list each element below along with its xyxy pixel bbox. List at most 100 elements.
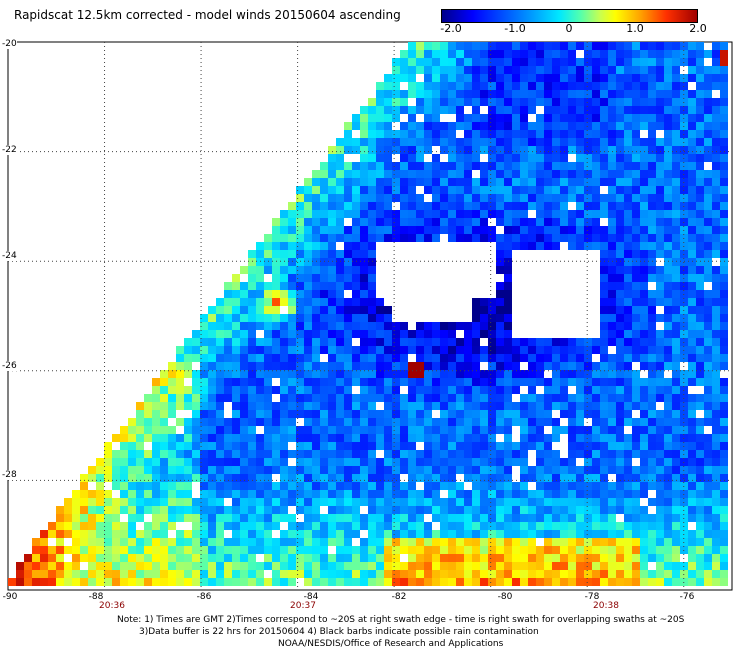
wind-cell xyxy=(336,570,344,578)
wind-cell xyxy=(296,370,304,378)
wind-cell xyxy=(536,122,544,130)
wind-cell xyxy=(216,314,224,322)
wind-cell xyxy=(328,450,336,458)
wind-cell xyxy=(376,434,384,442)
wind-cell xyxy=(552,234,560,242)
wind-cell xyxy=(496,282,504,290)
wind-cell xyxy=(312,378,320,386)
wind-cell xyxy=(144,474,152,482)
wind-cell xyxy=(304,578,312,586)
wind-cell xyxy=(720,506,728,514)
wind-cell xyxy=(344,378,352,386)
wind-cell xyxy=(616,178,624,186)
wind-cell xyxy=(688,154,696,162)
wind-cell xyxy=(224,522,232,530)
wind-cell xyxy=(664,322,672,330)
wind-cell xyxy=(200,410,208,418)
wind-cell xyxy=(632,42,640,50)
wind-cell xyxy=(272,434,280,442)
wind-cell xyxy=(640,482,648,490)
wind-cell xyxy=(480,546,488,554)
wind-cell xyxy=(616,458,624,466)
wind-cell xyxy=(240,338,248,346)
wind-cell xyxy=(344,210,352,218)
wind-cell xyxy=(560,514,568,522)
wind-cell xyxy=(504,162,512,170)
wind-cell xyxy=(568,458,576,466)
wind-cell xyxy=(640,74,648,82)
wind-cell xyxy=(536,146,544,154)
wind-cell xyxy=(304,226,312,234)
wind-cell xyxy=(608,298,616,306)
wind-cell xyxy=(224,322,232,330)
wind-cell xyxy=(320,338,328,346)
wind-cell xyxy=(640,218,648,226)
wind-cell xyxy=(168,570,176,578)
wind-cell xyxy=(224,370,232,378)
wind-cell xyxy=(368,234,376,242)
wind-cell xyxy=(600,370,608,378)
wind-cell xyxy=(72,554,80,562)
wind-cell xyxy=(448,474,456,482)
wind-cell xyxy=(240,330,248,338)
wind-cell xyxy=(376,394,384,402)
wind-cell xyxy=(288,266,296,274)
wind-cell xyxy=(576,474,584,482)
wind-cell xyxy=(368,250,376,258)
wind-cell xyxy=(448,570,456,578)
wind-cell xyxy=(208,410,216,418)
wind-cell xyxy=(176,578,184,586)
wind-cell xyxy=(272,250,280,258)
colorbar-tick-min: -2.0 xyxy=(440,22,462,35)
wind-cell xyxy=(536,474,544,482)
wind-cell xyxy=(688,146,696,154)
wind-cell xyxy=(656,290,664,298)
wind-cell xyxy=(648,194,656,202)
wind-cell xyxy=(136,546,144,554)
wind-cell xyxy=(536,442,544,450)
wind-cell xyxy=(248,354,256,362)
wind-cell xyxy=(672,354,680,362)
wind-cell xyxy=(624,530,632,538)
wind-cell xyxy=(456,338,464,346)
wind-cell xyxy=(376,410,384,418)
wind-cell xyxy=(608,506,616,514)
wind-cell xyxy=(632,250,640,258)
wind-cell xyxy=(384,90,392,98)
wind-cell xyxy=(488,106,496,114)
wind-cell xyxy=(512,354,520,362)
wind-cell xyxy=(288,482,296,490)
wind-cell xyxy=(336,202,344,210)
wind-cell xyxy=(328,242,336,250)
wind-cell xyxy=(528,370,536,378)
wind-cell xyxy=(104,474,112,482)
wind-cell xyxy=(392,410,400,418)
wind-cell xyxy=(432,82,440,90)
wind-cell xyxy=(616,58,624,66)
wind-cell xyxy=(368,490,376,498)
wind-cell xyxy=(456,114,464,122)
wind-cell xyxy=(432,346,440,354)
wind-cell xyxy=(696,186,704,194)
wind-cell xyxy=(584,202,592,210)
wind-cell xyxy=(432,538,440,546)
wind-cell xyxy=(440,194,448,202)
wind-cell xyxy=(440,370,448,378)
wind-cell xyxy=(456,226,464,234)
wind-cell xyxy=(528,82,536,90)
wind-cell xyxy=(472,66,480,74)
wind-cell xyxy=(288,218,296,226)
wind-cell xyxy=(536,530,544,538)
wind-cell xyxy=(672,314,680,322)
wind-cell xyxy=(240,498,248,506)
wind-cell xyxy=(568,530,576,538)
wind-cell xyxy=(496,130,504,138)
wind-cell xyxy=(600,226,608,234)
wind-cell xyxy=(32,570,40,578)
wind-cell xyxy=(584,474,592,482)
wind-cell xyxy=(688,370,696,378)
wind-cell xyxy=(136,442,144,450)
wind-cell xyxy=(592,370,600,378)
wind-cell xyxy=(336,522,344,530)
wind-cell xyxy=(616,426,624,434)
